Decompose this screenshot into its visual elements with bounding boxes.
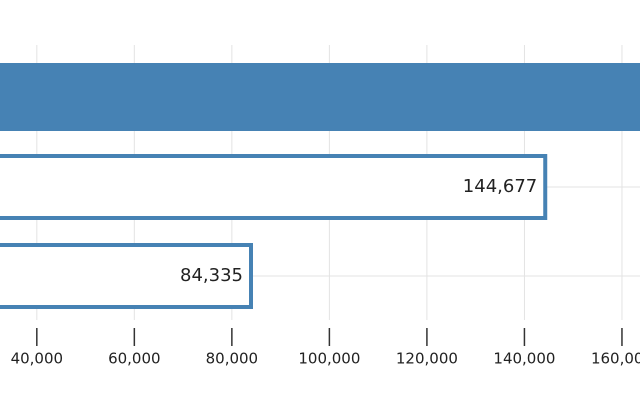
value-label: 144,677 [463, 176, 537, 197]
x-tick-label: 120,000 [396, 350, 458, 368]
x-tick-label: 100,000 [298, 350, 360, 368]
x-tick-label: 40,000 [11, 350, 64, 368]
x-tick-label: 60,000 [108, 350, 161, 368]
x-tick-label: 140,000 [493, 350, 555, 368]
bar [0, 154, 548, 220]
value-label: 84,335 [180, 265, 243, 286]
bar [0, 63, 640, 131]
x-tick-label: 80,000 [206, 350, 259, 368]
bar [0, 243, 254, 309]
x-tick-label: 160,000 [591, 350, 640, 368]
